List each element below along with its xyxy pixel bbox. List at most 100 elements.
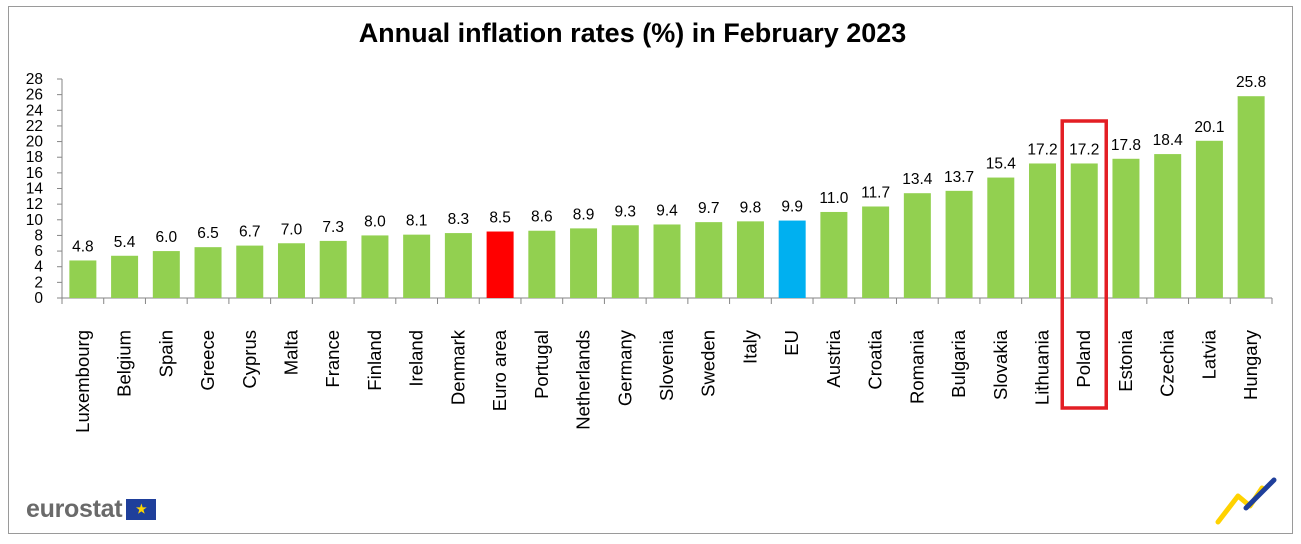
value-label: 8.1 [406, 213, 428, 230]
value-label: 4.8 [72, 238, 94, 255]
bar-czechia [1154, 154, 1182, 298]
value-label: 9.4 [656, 202, 678, 219]
y-tick-label: 28 [26, 71, 43, 88]
value-label: 25.8 [1236, 74, 1266, 91]
bar-greece [194, 247, 222, 298]
bar-latvia [1195, 140, 1223, 298]
value-label: 7.3 [322, 219, 344, 236]
value-label: 13.4 [902, 171, 933, 188]
category-label: Netherlands [573, 330, 594, 430]
y-tick-label: 18 [26, 149, 43, 166]
y-tick-label: 4 [34, 259, 43, 276]
bar-portugal [528, 230, 556, 298]
bar-france [319, 240, 347, 298]
bar-germany [611, 225, 639, 298]
value-label: 15.4 [986, 156, 1017, 173]
y-tick-label: 2 [34, 274, 43, 291]
category-label: Estonia [1115, 329, 1136, 391]
category-label: Croatia [865, 329, 886, 389]
category-label: Greece [197, 330, 218, 391]
bar-austria [820, 211, 848, 298]
category-label: Italy [739, 329, 760, 364]
value-label: 9.8 [740, 199, 762, 216]
category-label: Euro area [489, 329, 510, 411]
bar-ireland [403, 234, 431, 298]
category-label: Spain [155, 330, 176, 377]
category-label: Czechia [1157, 329, 1178, 397]
value-label: 17.8 [1111, 137, 1141, 154]
value-label: 8.0 [364, 213, 386, 230]
category-label: Slovenia [656, 329, 677, 401]
category-label: Denmark [447, 329, 468, 405]
y-tick-label: 6 [34, 243, 43, 260]
bar-romania [903, 193, 931, 298]
bar-malta [277, 243, 305, 298]
y-tick-label: 26 [26, 87, 43, 104]
bar-slovakia [987, 177, 1015, 298]
category-label: France [322, 330, 343, 388]
bars [69, 96, 1265, 298]
chart-title: Annual inflation rates (%) in February 2… [358, 18, 907, 48]
bar-eu [778, 220, 806, 298]
y-tick-label: 12 [26, 196, 43, 213]
bar-estonia [1112, 158, 1140, 298]
value-label: 9.9 [781, 199, 803, 216]
category-label: EU [781, 330, 802, 356]
value-label: 17.2 [1027, 141, 1057, 158]
y-tick-label: 8 [34, 227, 43, 244]
logo-text: eurostat [26, 494, 123, 523]
bar-euro-area [486, 231, 514, 298]
category-label: Bulgaria [948, 329, 969, 398]
bar-poland [1070, 163, 1098, 298]
bar-hungary [1237, 96, 1265, 298]
value-label: 8.3 [448, 211, 470, 228]
bar-croatia [862, 206, 890, 298]
category-label: Germany [614, 329, 635, 406]
y-tick-label: 16 [26, 165, 43, 182]
value-label: 5.4 [114, 234, 136, 251]
category-label: Hungary [1240, 329, 1261, 400]
category-label: Austria [823, 329, 844, 387]
bar-cyprus [236, 245, 264, 298]
bar-luxembourg [69, 260, 97, 298]
highlight [1060, 119, 1108, 410]
category-label: Cyprus [239, 330, 260, 389]
category-label: Malta [280, 329, 301, 375]
value-label: 18.4 [1153, 132, 1184, 149]
category-label: Poland [1073, 330, 1094, 388]
value-label: 7.0 [281, 221, 303, 238]
y-tick-label: 0 [34, 290, 43, 307]
category-labels: Luxembourg Belgium Spain Greece Cyprus Malta F… [72, 329, 1261, 433]
bar-lithuania [1029, 163, 1057, 298]
value-label: 6.5 [197, 225, 219, 242]
y-tick-label: 20 [26, 134, 44, 151]
eu-flag-icon: ★ [126, 498, 157, 520]
value-label: 11.7 [861, 184, 890, 201]
value-label: 9.7 [698, 200, 720, 217]
bar-netherlands [570, 228, 598, 298]
value-label: 8.5 [489, 210, 511, 227]
category-label: Finland [364, 330, 385, 391]
bar-sweden [695, 222, 723, 298]
category-label: Romania [906, 329, 927, 404]
bar-bulgaria [945, 190, 973, 298]
y-tick-label: 10 [26, 212, 44, 229]
category-label: Slovakia [990, 329, 1011, 400]
y-tick-label: 22 [26, 118, 43, 135]
value-label: 17.2 [1069, 141, 1099, 158]
eurostat-swoosh-icon [1215, 477, 1277, 525]
value-label: 13.7 [944, 169, 974, 186]
value-label: 6.7 [239, 224, 261, 241]
value-label: 20.1 [1194, 119, 1224, 136]
bar-denmark [444, 233, 472, 298]
value-labels: 4.8 5.4 6.0 6.5 6.7 7.0 7.3 8.0 8.1 8.3 8.5 8.6 8.9 9… [72, 74, 1266, 255]
value-label: 8.9 [573, 206, 595, 223]
bar-slovenia [653, 224, 681, 298]
category-label: Sweden [698, 330, 719, 397]
value-label: 9.3 [614, 203, 636, 220]
bar-belgium [111, 255, 139, 298]
category-label: Portugal [531, 330, 552, 399]
category-label: Belgium [114, 330, 135, 397]
category-label: Lithuania [1032, 329, 1053, 405]
